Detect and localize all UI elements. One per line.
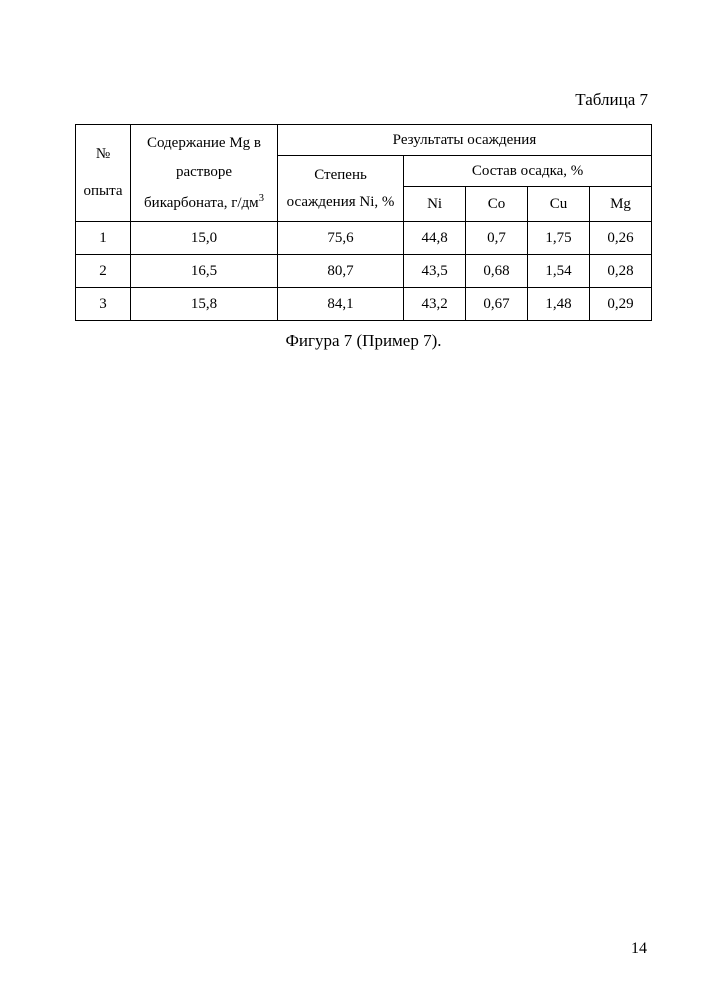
table-header-row: № опыта Содержание Mg в растворе бикарбо… [76,125,652,156]
col-sediment-comp: Состав осадка, % [404,156,652,187]
col-results: Результаты осаждения [277,125,651,156]
header-text: осаждения Ni, % [278,194,403,211]
header-text: бикарбоната, г/дм3 [131,193,277,212]
table-label: Таблица 7 [75,90,652,110]
cell-exp-no: 3 [76,288,131,321]
col-ni-degree: Степень осаждения Ni, % [277,156,403,222]
cell-ni: 43,2 [404,288,466,321]
cell-co: 0,67 [466,288,528,321]
cell-ni: 44,8 [404,222,466,255]
col-co: Co [466,187,528,222]
spacer [76,163,130,183]
cell-ni-deg: 84,1 [277,288,403,321]
spacer [278,184,403,194]
cell-ni: 43,5 [404,255,466,288]
header-text: опыта [76,183,130,200]
header-text: № [76,146,130,163]
cell-ni-deg: 80,7 [277,255,403,288]
superscript: 3 [259,193,264,204]
cell-exp-no: 2 [76,255,131,288]
cell-mg: 0,29 [589,288,651,321]
table-row: 2 16,5 80,7 43,5 0,68 1,54 0,28 [76,255,652,288]
cell-ni-deg: 75,6 [277,222,403,255]
col-exp-no: № опыта [76,125,131,222]
cell-mg: 0,26 [589,222,651,255]
cell-cu: 1,75 [528,222,590,255]
cell-mg-sol: 15,0 [131,222,278,255]
cell-exp-no: 1 [76,222,131,255]
col-ni: Ni [404,187,466,222]
col-cu: Cu [528,187,590,222]
cell-co: 0,7 [466,222,528,255]
col-mg-content: Содержание Mg в растворе бикарбоната, г/… [131,125,278,222]
figure-caption: Фигура 7 (Пример 7). [75,331,652,351]
cell-mg: 0,28 [589,255,651,288]
cell-co: 0,68 [466,255,528,288]
header-text: Степень [278,167,403,184]
data-table: № опыта Содержание Mg в растворе бикарбо… [75,124,652,321]
cell-mg-sol: 15,8 [131,288,278,321]
cell-cu: 1,54 [528,255,590,288]
cell-cu: 1,48 [528,288,590,321]
page-number: 14 [631,940,647,958]
table-row: 1 15,0 75,6 44,8 0,7 1,75 0,26 [76,222,652,255]
page: Таблица 7 № опыта Содержание Mg в раство… [0,0,707,1000]
spacer [131,181,277,193]
spacer [131,152,277,164]
table-row: 3 15,8 84,1 43,2 0,67 1,48 0,29 [76,288,652,321]
header-text-part: бикарбоната, г/дм [144,195,259,211]
cell-mg-sol: 16,5 [131,255,278,288]
header-text: Содержание Mg в [131,135,277,152]
header-text: растворе [131,164,277,181]
col-mg: Mg [589,187,651,222]
